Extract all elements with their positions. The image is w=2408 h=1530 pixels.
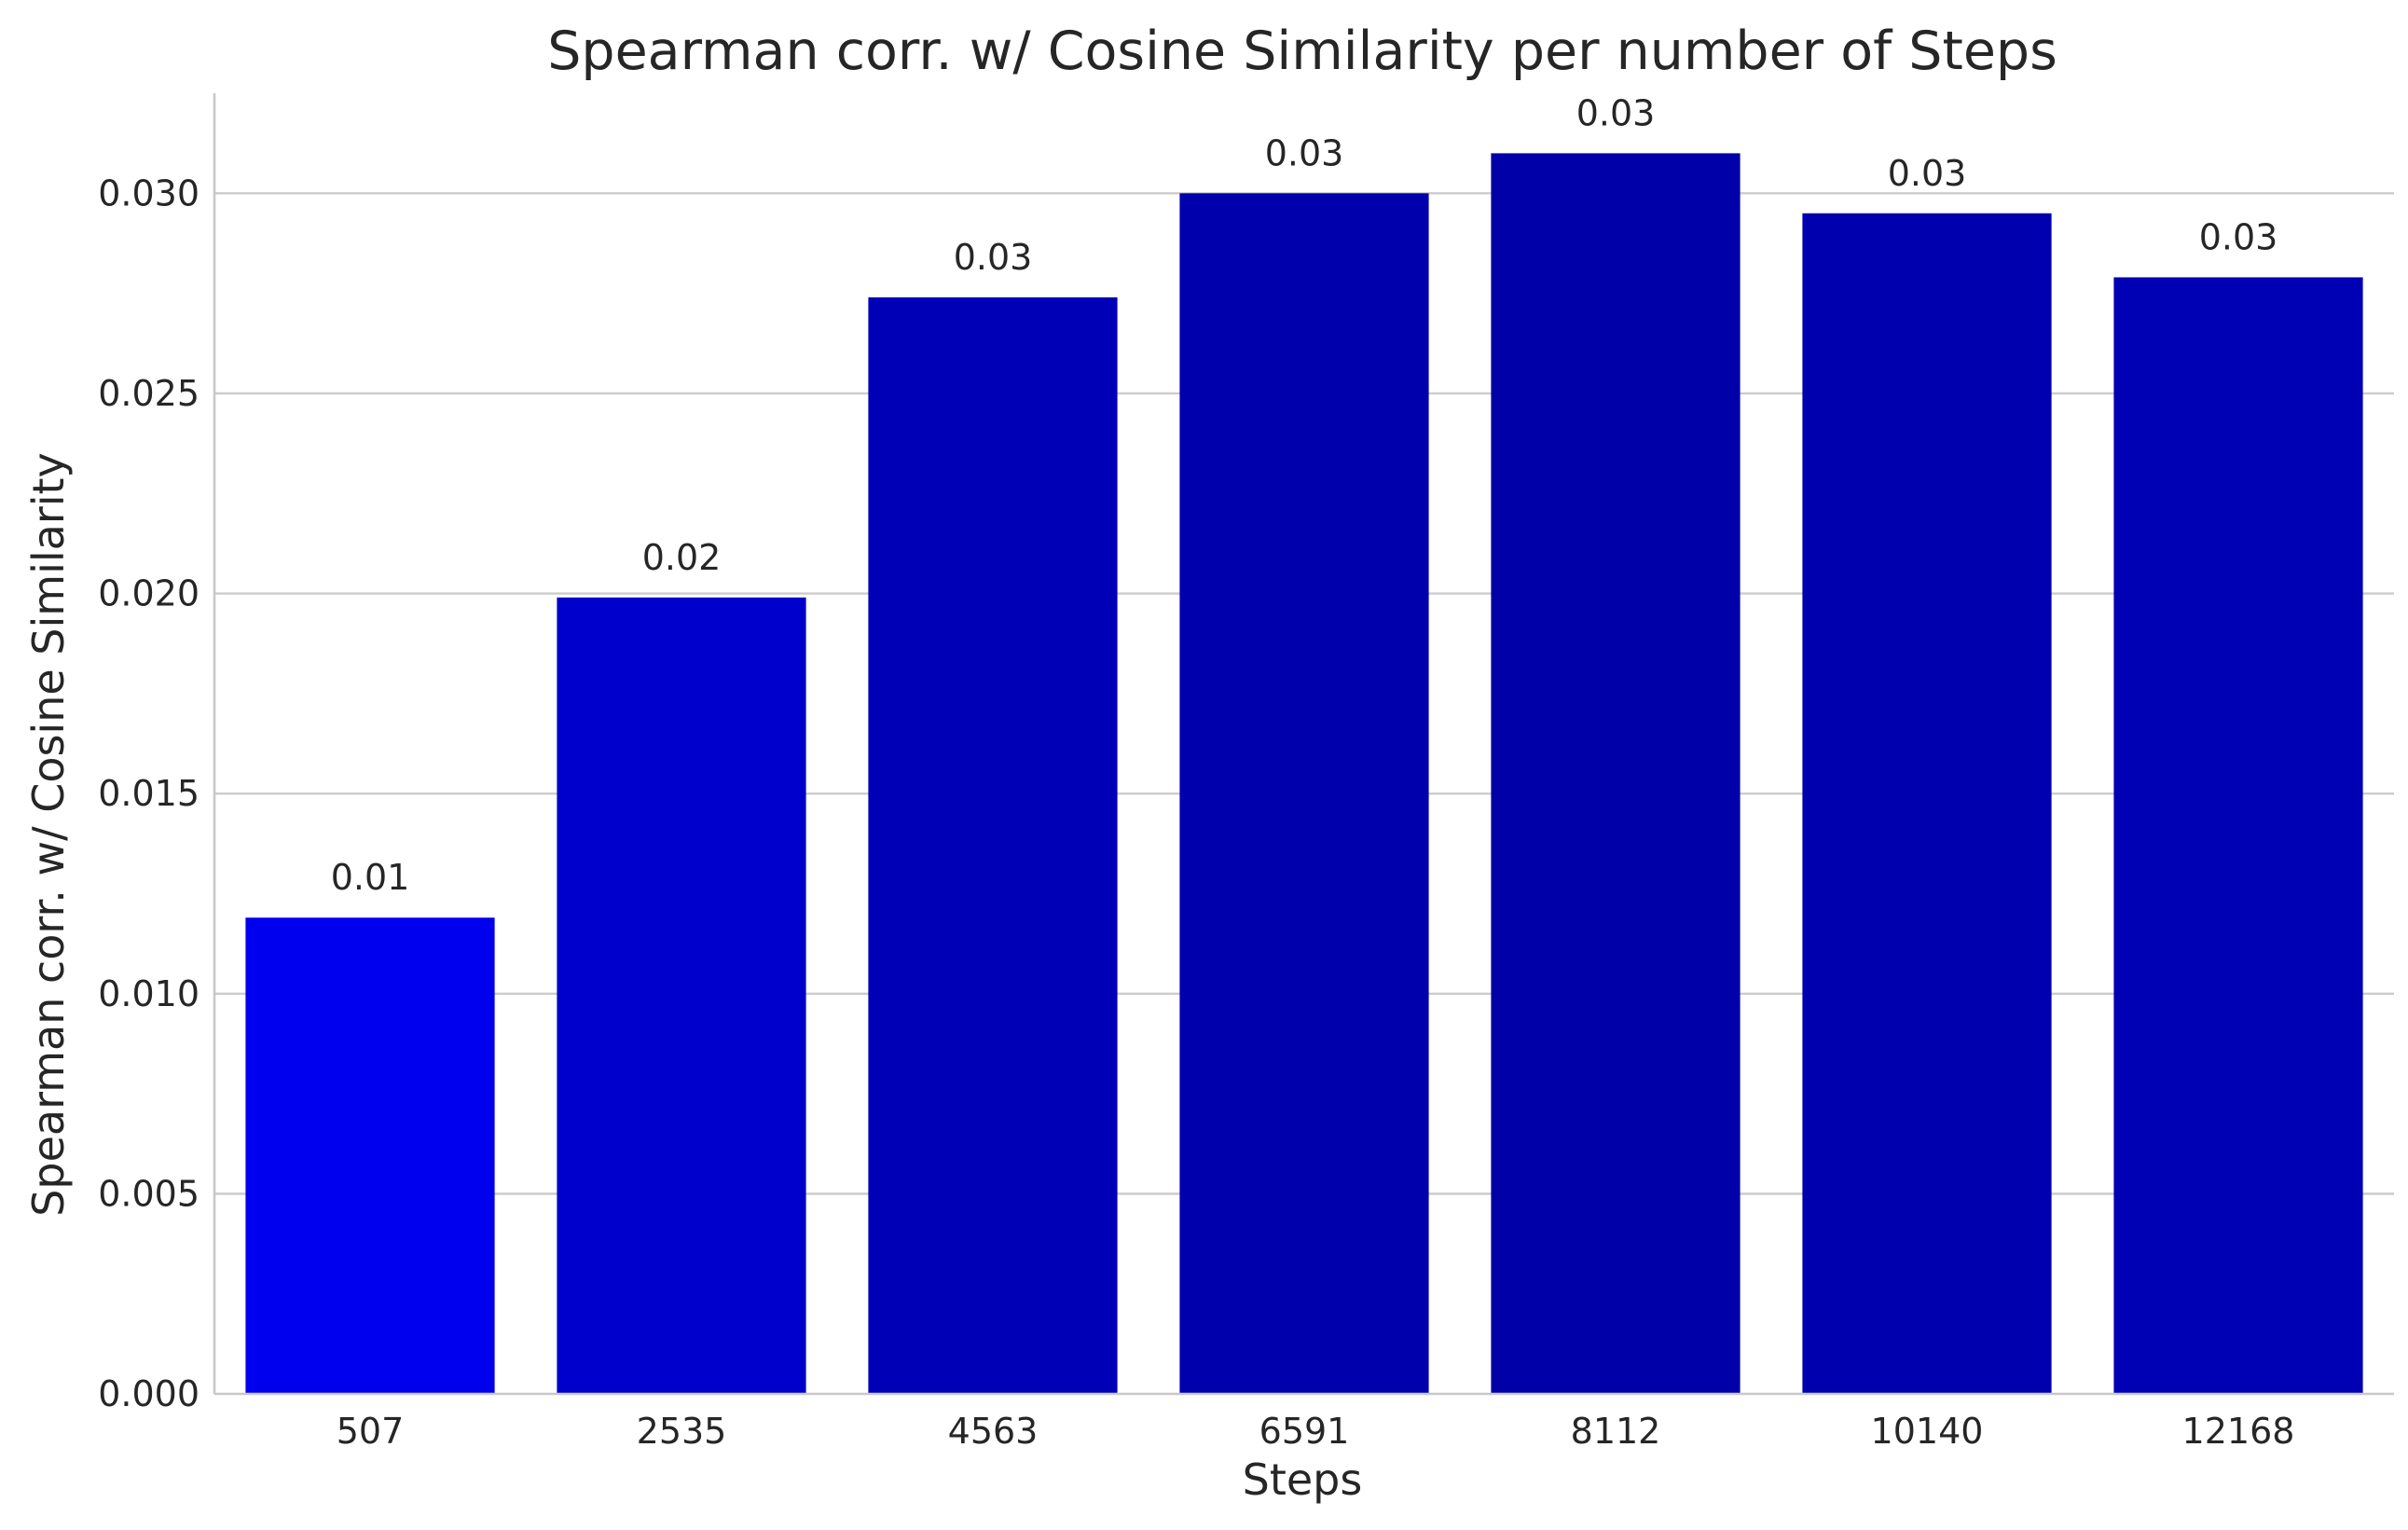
y-axis-title: Spearman corr. w/ Cosine Similarity <box>23 452 74 1217</box>
bar-6591 <box>1179 193 1429 1394</box>
x-tick-label: 6591 <box>1259 1411 1350 1452</box>
bar-12168 <box>2113 277 2363 1394</box>
bar-value-label: 0.03 <box>1576 92 1656 133</box>
bar-2535 <box>557 597 806 1394</box>
bar-507 <box>245 917 495 1394</box>
bar-value-label: 0.03 <box>1265 132 1344 173</box>
y-tick-label: 0.025 <box>98 373 200 414</box>
x-axis-title: Steps <box>1243 1454 1363 1505</box>
label-layer: 0.000 0.005 0.010 0.015 0.020 0.025 0.030 0.01 5… <box>98 92 2294 1452</box>
bar-value-label: 0.03 <box>954 237 1033 278</box>
bar-layer <box>245 153 2363 1394</box>
bar-value-label: 0.03 <box>2199 216 2278 257</box>
x-tick-label: 4563 <box>948 1411 1039 1452</box>
bar-value-label: 0.02 <box>642 537 722 578</box>
bar-10140 <box>1802 213 2052 1394</box>
y-tick-label: 0.015 <box>98 773 200 814</box>
y-tick-label: 0.020 <box>98 573 200 614</box>
bar-4563 <box>868 296 1118 1394</box>
axis-layer <box>213 93 2394 1396</box>
y-tick-label: 0.010 <box>98 973 200 1014</box>
x-tick-label: 2535 <box>637 1411 727 1452</box>
y-tick-label: 0.005 <box>98 1173 200 1214</box>
bar-8112 <box>1491 153 1741 1394</box>
y-tick-label: 0.000 <box>98 1373 200 1414</box>
y-tick-label: 0.030 <box>98 172 200 214</box>
x-tick-label: 10140 <box>1871 1411 1984 1452</box>
chart-title: Spearman corr. w/ Cosine Similarity per … <box>547 21 2057 82</box>
bar-value-label: 0.01 <box>331 857 410 898</box>
x-tick-label: 8112 <box>1571 1411 1661 1452</box>
x-tick-label: 507 <box>337 1411 405 1452</box>
bar-value-label: 0.03 <box>1888 153 1967 194</box>
x-tick-label: 12168 <box>2182 1411 2295 1452</box>
